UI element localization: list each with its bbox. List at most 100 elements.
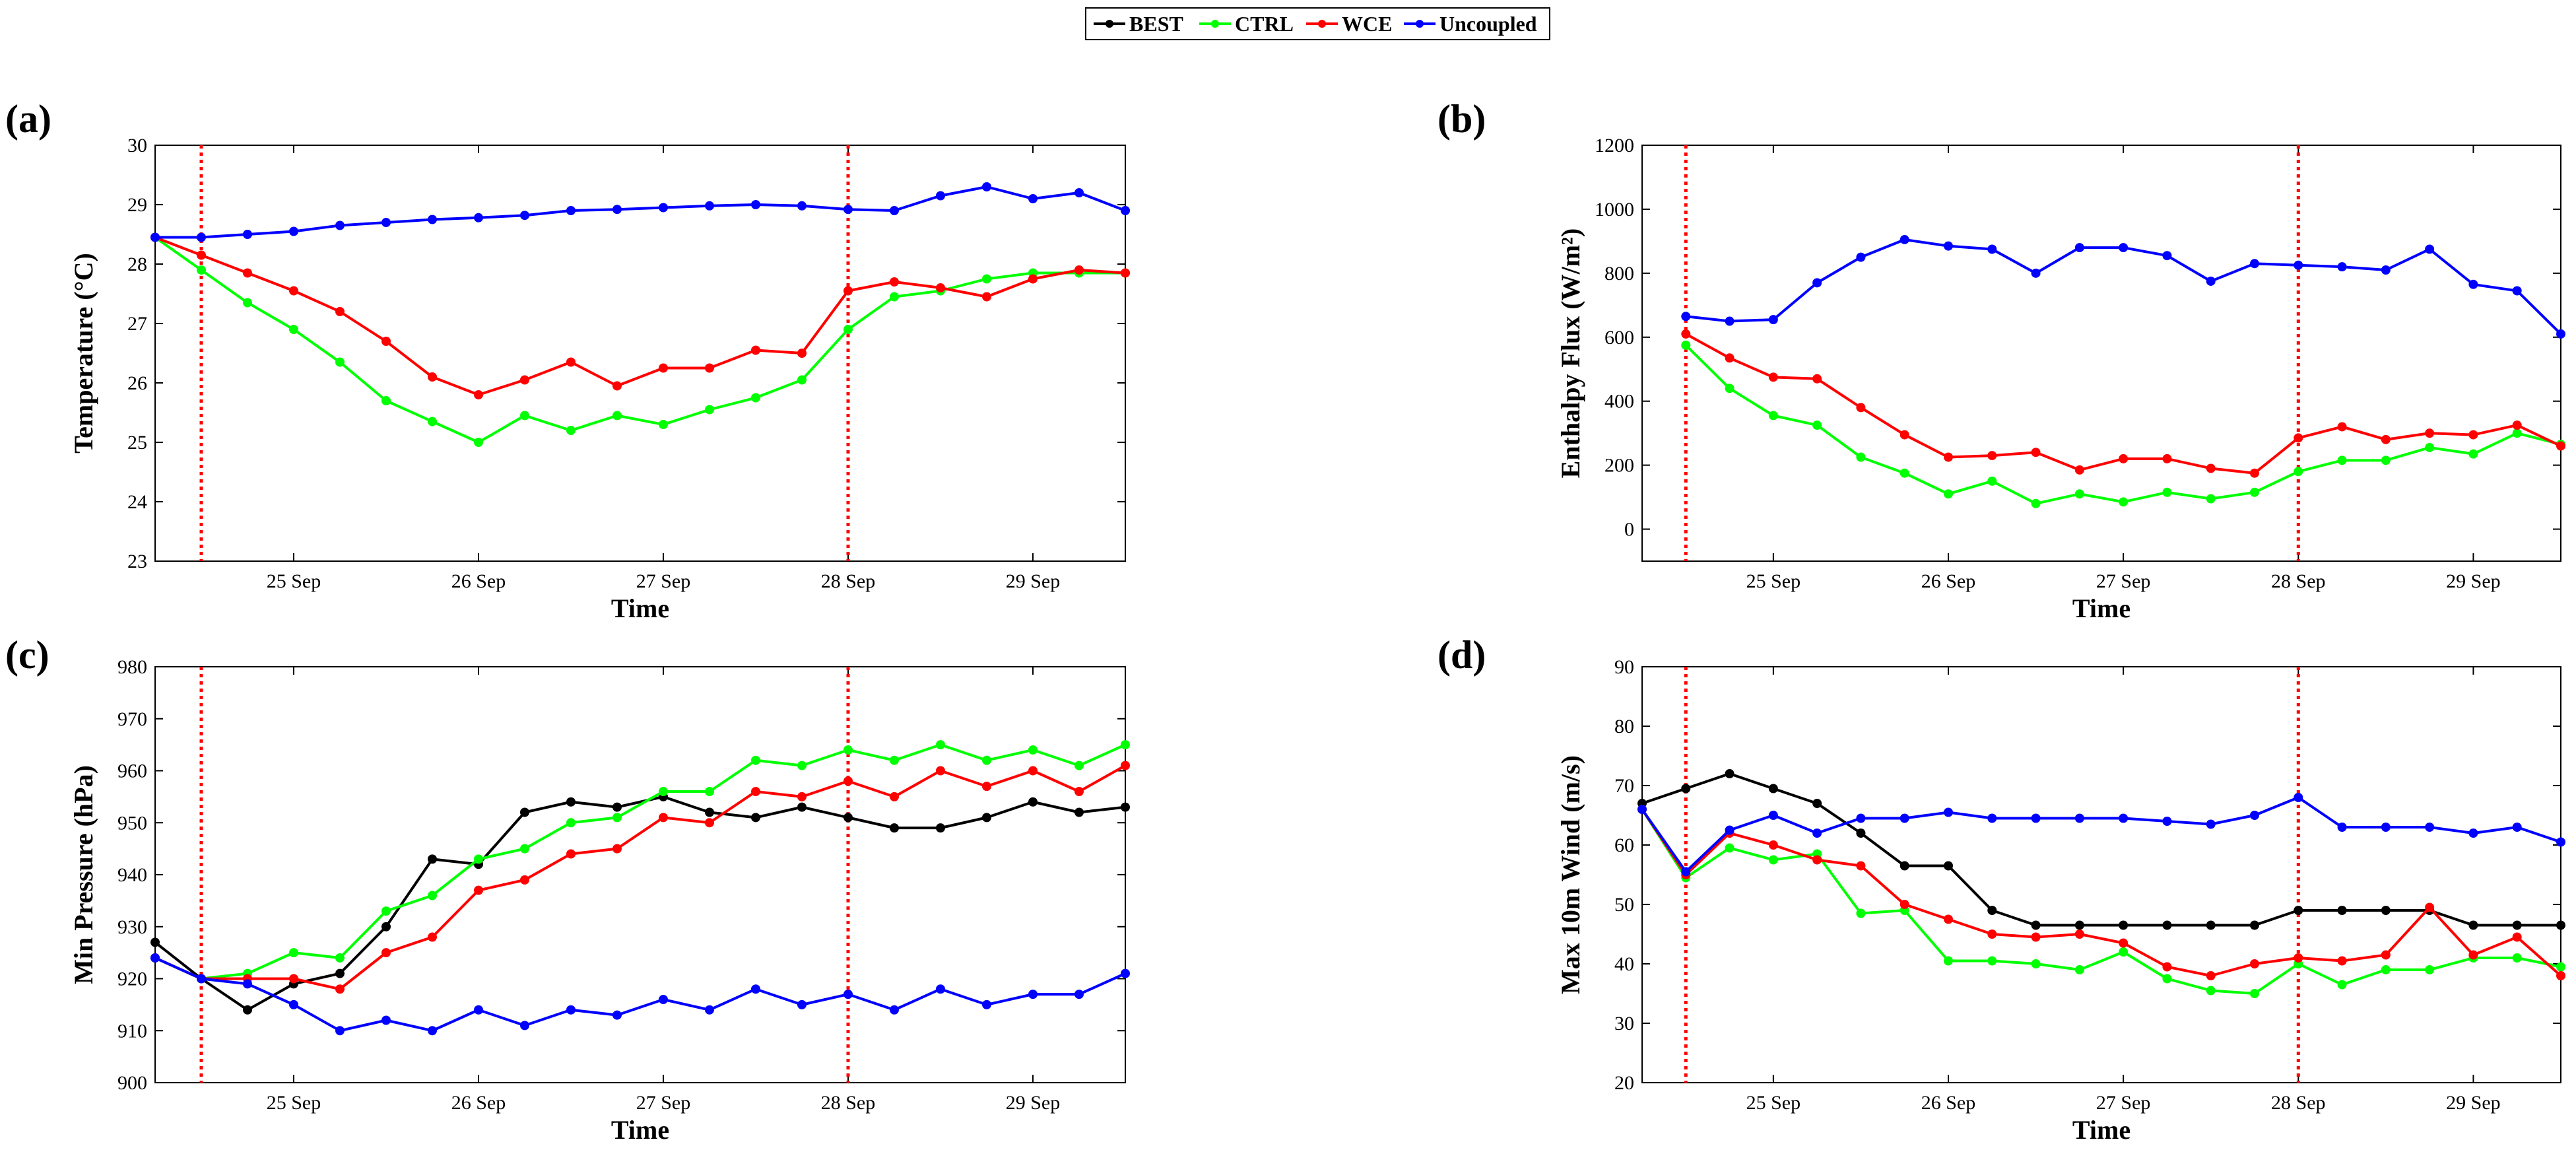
series-line-ctrl [154, 236, 1125, 444]
data-point-ctrl [2337, 456, 2347, 465]
data-point-uncoupled [2206, 819, 2216, 829]
y-tick-label: 60 [1614, 834, 1634, 856]
data-point-uncoupled [659, 203, 668, 213]
data-point-uncoupled [982, 999, 991, 1009]
y-tick-label: 960 [117, 761, 147, 782]
data-point-best [2119, 920, 2129, 930]
chart-panels: (a) 23 24 25 26 27 28 29 30 25 Sep 26 Sep 27 Sep 28 … [5, 97, 2565, 1145]
data-point-ctrl [2425, 442, 2435, 452]
data-point-wce [705, 818, 714, 828]
x-tick-label: 29 Sep [2446, 1092, 2501, 1114]
data-point-uncoupled [566, 1005, 576, 1015]
data-point-best [705, 807, 714, 817]
x-tick-label: 25 Sep [1746, 570, 1801, 592]
data-point-uncoupled [1812, 278, 1822, 288]
data-point-wce [982, 782, 991, 792]
data-point-uncoupled [2031, 268, 2041, 278]
x-axis-label: Time [611, 1115, 669, 1145]
legend-label-wce: WCE [1342, 12, 1392, 36]
data-point-ctrl [335, 953, 345, 963]
panel-label: (d) [1437, 633, 1486, 677]
data-point-uncoupled [2119, 243, 2129, 253]
data-point-best [936, 823, 945, 833]
data-point-wce [1028, 274, 1038, 284]
data-point-wce [2468, 950, 2478, 960]
data-point-wce [2556, 971, 2565, 980]
data-point-best [2468, 920, 2478, 930]
data-point-wce [843, 286, 853, 296]
data-point-ctrl [474, 854, 483, 864]
data-point-wce [289, 286, 298, 296]
data-point-uncoupled [2074, 243, 2084, 253]
y-tick-label: 800 [1604, 263, 1634, 285]
data-point-ctrl [705, 405, 714, 415]
data-point-wce [1028, 766, 1038, 776]
data-point-uncoupled [2031, 813, 2041, 823]
data-point-uncoupled [2250, 259, 2259, 269]
data-point-ctrl [2294, 467, 2303, 477]
y-tick-label: 23 [127, 551, 147, 572]
data-point-uncoupled [1074, 990, 1084, 999]
data-point-uncoupled [197, 232, 206, 242]
data-point-best [2031, 920, 2041, 930]
series-best [1637, 769, 2565, 930]
series-line-wce [154, 764, 1126, 991]
data-point-best [843, 813, 853, 823]
data-point-uncoupled [150, 953, 160, 963]
data-point-ctrl [428, 891, 437, 900]
data-point-uncoupled [1768, 811, 1778, 820]
data-point-wce [843, 776, 853, 786]
data-point-uncoupled [1856, 252, 1866, 262]
data-point-ctrl [890, 755, 899, 765]
series-line-uncoupled [154, 957, 1126, 1032]
data-point-uncoupled [474, 213, 483, 222]
axes-frame [154, 666, 1126, 1083]
data-point-uncoupled [890, 1005, 899, 1015]
data-point-wce [2031, 932, 2041, 942]
data-point-ctrl [751, 755, 760, 765]
data-point-best [1725, 769, 1734, 778]
data-point-wce [381, 337, 391, 346]
data-point-ctrl [2162, 487, 2172, 497]
data-point-wce [890, 277, 899, 287]
data-point-wce [289, 974, 298, 984]
x-tick-label: 25 Sep [267, 570, 321, 592]
data-point-uncoupled [1725, 825, 1734, 835]
data-point-ctrl [2031, 498, 2041, 508]
data-point-ctrl [705, 787, 714, 796]
data-point-uncoupled [474, 1005, 483, 1015]
data-point-ctrl [1856, 452, 1866, 462]
data-point-ctrl [982, 755, 991, 765]
data-point-uncoupled [566, 206, 576, 215]
y-tick-label: 30 [1614, 1013, 1634, 1034]
legend-label-best: BEST [1129, 12, 1183, 36]
y-axis-label: Min Pressure (hPa) [69, 765, 98, 984]
legend-marker-ctrl [1211, 20, 1219, 28]
series-ctrl [150, 740, 1130, 984]
data-point-uncoupled [2119, 813, 2129, 823]
data-point-wce [936, 766, 945, 776]
x-tick-label: 26 Sep [1921, 570, 1976, 592]
data-point-wce [2337, 422, 2347, 432]
data-point-wce [2162, 454, 2172, 463]
data-point-wce [1121, 761, 1130, 770]
data-point-wce [1944, 914, 1953, 924]
data-point-uncoupled [2162, 251, 2172, 261]
data-point-ctrl [243, 298, 252, 308]
data-point-ctrl [566, 426, 576, 435]
data-point-ctrl [1944, 489, 1953, 499]
data-point-uncoupled [289, 999, 298, 1009]
data-point-wce [2425, 902, 2435, 912]
y-tick-label: 29 [127, 194, 147, 216]
data-point-ctrl [2074, 489, 2084, 499]
data-point-wce [335, 307, 345, 316]
series-line-ctrl [1641, 808, 2561, 995]
data-point-ctrl [2512, 428, 2522, 438]
data-point-ctrl [2119, 947, 2129, 957]
data-point-best [1074, 807, 1084, 817]
data-point-wce [381, 948, 391, 958]
data-point-uncoupled [612, 205, 622, 215]
data-point-wce [890, 792, 899, 801]
x-tick-label: 28 Sep [2271, 1092, 2326, 1114]
